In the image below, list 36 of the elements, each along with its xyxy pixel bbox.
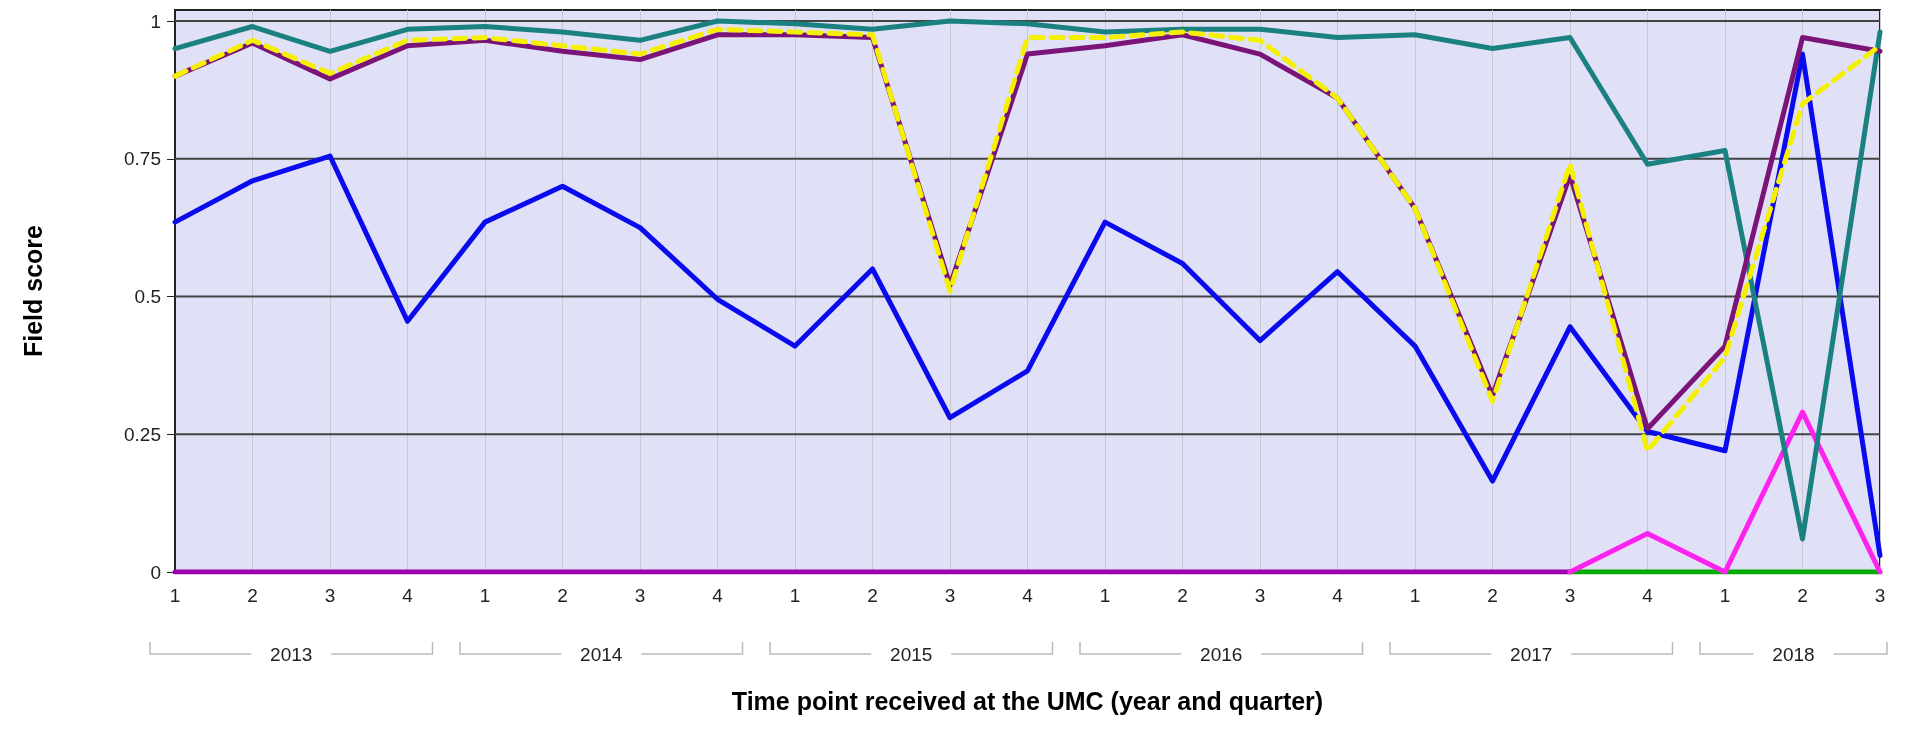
x-tick-label: 3 — [1874, 585, 1886, 606]
x-tick-label: 3 — [1564, 585, 1576, 606]
x-tick-label: 4 — [712, 585, 724, 606]
x-tick-label: 3 — [1254, 585, 1266, 606]
x-tick-label: 4 — [1332, 585, 1344, 606]
x-tick-label: 1 — [169, 585, 181, 606]
x-tick-label: 4 — [402, 585, 414, 606]
x-tick-label: 1 — [479, 585, 491, 606]
y-axis-title: Field score — [18, 224, 47, 357]
y-tick-label: 0.25 — [124, 423, 161, 445]
x-tick-label: 2 — [1177, 585, 1188, 606]
x-tick-label: 2 — [1797, 585, 1808, 606]
x-tick-label: 4 — [1642, 585, 1654, 606]
x-tick-label: 2 — [247, 585, 258, 606]
x-tick-label: 1 — [1719, 585, 1731, 606]
text: 2018 — [1772, 643, 1815, 665]
y-tick-label: 0 — [150, 561, 161, 583]
x-axis-title: Time point received at the UMC (year and quarter) — [731, 686, 1324, 715]
x-tick-label: 4 — [1022, 585, 1034, 606]
text: 2014 — [580, 643, 623, 665]
x-tick-label: 2 — [1487, 585, 1498, 606]
x-tick-label: 2 — [557, 585, 568, 606]
x-tick-label: 1 — [789, 585, 801, 606]
x-tick-label: 1 — [1099, 585, 1111, 606]
x-tick-label: 2 — [867, 585, 878, 606]
x-tick-label: 3 — [944, 585, 956, 606]
y-tick-label: 0.75 — [124, 148, 161, 170]
text: 2013 — [270, 643, 313, 665]
x-tick-label: 1 — [1409, 585, 1421, 606]
x-tick-label: 3 — [634, 585, 646, 606]
y-tick-label: 1 — [150, 10, 161, 32]
text: 2017 — [1510, 643, 1553, 665]
y-tick-label: 0.5 — [134, 286, 161, 308]
x-tick-label: 3 — [324, 585, 336, 606]
text: 2015 — [890, 643, 933, 665]
text: 2016 — [1200, 643, 1243, 665]
